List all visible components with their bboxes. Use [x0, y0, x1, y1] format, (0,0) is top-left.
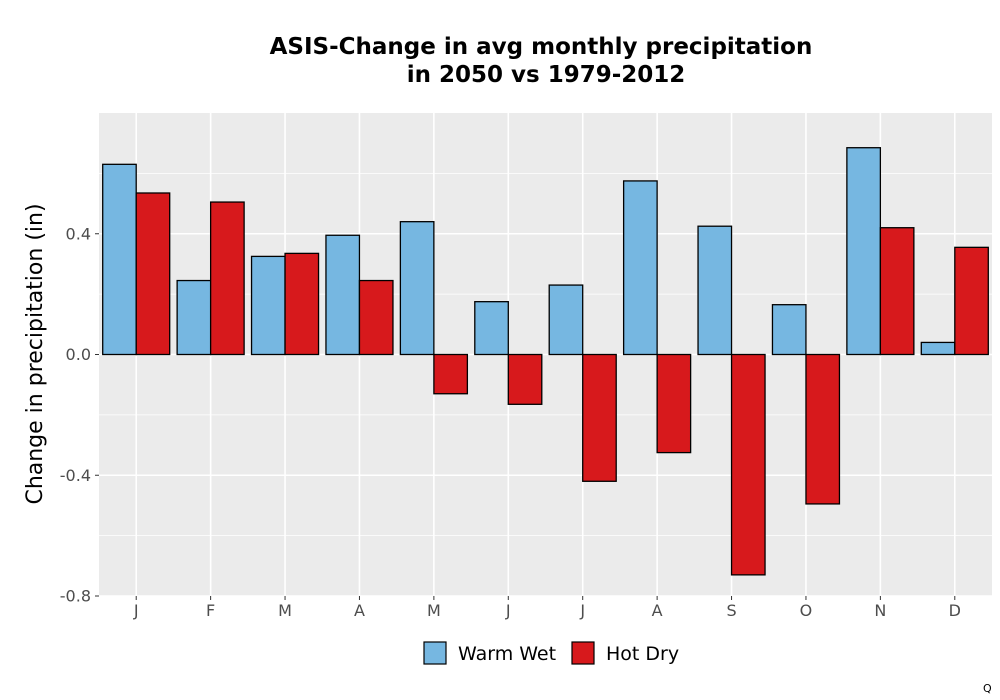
- bar-hot-dry: [507, 353, 543, 405]
- x-tick-label: D: [949, 601, 961, 620]
- bar-warm-wet: [474, 301, 509, 356]
- corner-mark: Q: [983, 682, 992, 695]
- bar-hot-dry: [135, 192, 171, 356]
- x-tick-label: F: [206, 601, 215, 620]
- legend: Warm Wet Hot Dry: [423, 641, 679, 665]
- x-tick-label: O: [800, 601, 813, 620]
- x-tick-label: S: [726, 601, 736, 620]
- bar-hot-dry: [954, 246, 989, 356]
- y-tick-label: 0.0: [66, 345, 91, 364]
- bar-warm-wet: [176, 279, 212, 356]
- bar-warm-wet: [920, 341, 956, 356]
- bar-hot-dry: [582, 353, 617, 482]
- bar-warm-wet: [622, 180, 658, 356]
- bar-hot-dry: [730, 353, 766, 576]
- bar-hot-dry: [879, 227, 915, 356]
- bar-warm-wet: [771, 304, 807, 356]
- bar-hot-dry: [209, 201, 245, 356]
- x-tick-label: M: [278, 601, 292, 620]
- x-tick-label: A: [354, 601, 365, 620]
- bar-warm-wet: [250, 255, 286, 356]
- x-tick-label: M: [427, 601, 441, 620]
- bar-warm-wet: [399, 221, 435, 356]
- bar-warm-wet: [846, 147, 882, 356]
- x-tick-label: N: [874, 601, 886, 620]
- bar-group: [102, 147, 989, 576]
- bar-warm-wet: [548, 284, 584, 356]
- bar-warm-wet: [697, 225, 733, 356]
- bar-hot-dry: [656, 353, 692, 454]
- y-tick-label: -0.4: [60, 466, 91, 485]
- x-tick-label: J: [579, 601, 585, 620]
- y-tick-label: 0.4: [66, 224, 91, 243]
- chart-title-line-1: ASIS-Change in avg monthly precipitation: [270, 34, 813, 60]
- chart-title-line-2: in 2050 vs 1979-2012: [407, 62, 686, 88]
- bar-hot-dry: [284, 252, 320, 356]
- bar-warm-wet: [102, 163, 137, 356]
- bar-hot-dry: [805, 353, 841, 505]
- legend-label: Warm Wet: [458, 643, 556, 665]
- bar-hot-dry: [433, 353, 469, 395]
- y-tick-label: -0.8: [60, 587, 91, 606]
- y-axis: -0.8 -0.4 0.0 0.4: [60, 224, 99, 606]
- y-axis-title: Change in precipitation (in): [23, 203, 48, 504]
- grid-minor-lines: [99, 172, 992, 537]
- x-tick-label: J: [133, 601, 139, 620]
- bar-warm-wet: [325, 234, 361, 356]
- legend-key: [423, 641, 447, 665]
- chart-title: ASIS-Change in avg monthly precipitation…: [270, 34, 813, 88]
- x-tick-label: J: [505, 601, 511, 620]
- legend-key: [571, 641, 595, 665]
- legend-label: Hot Dry: [606, 643, 679, 665]
- x-tick-label: A: [652, 601, 663, 620]
- bar-hot-dry: [358, 279, 394, 356]
